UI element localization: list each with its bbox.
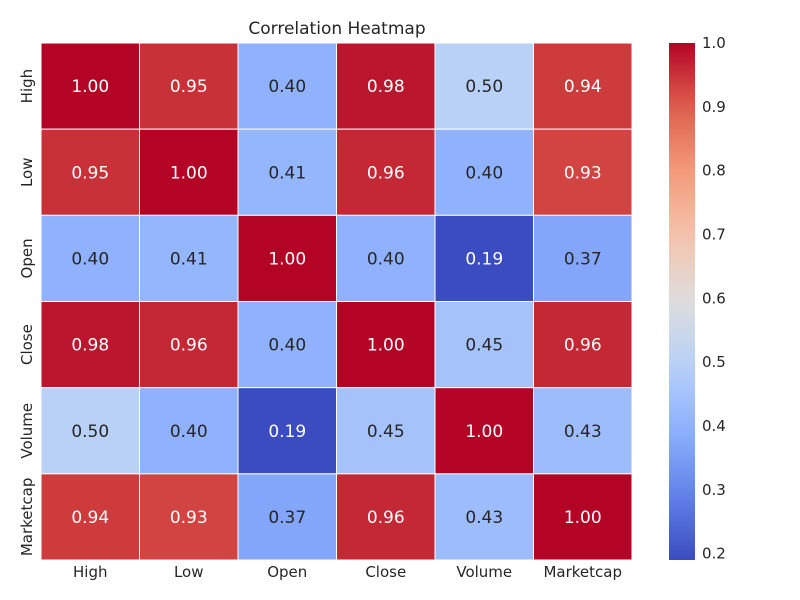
cell-value-label: 0.96 [564, 336, 602, 356]
cell-value-label: 0.43 [465, 508, 503, 528]
y-tick-label: Open [18, 238, 36, 278]
heatmap-cell [139, 42, 239, 130]
x-tick-label: High [73, 563, 107, 581]
cell-value-label: 0.98 [71, 336, 109, 356]
colorbar-tick-label: 0.5 [702, 353, 726, 371]
y-axis-ticks: High Low Open Close Volume Marketcap [18, 69, 36, 556]
colorbar-tick-label: 0.9 [702, 98, 726, 116]
cell-value-label: 0.96 [170, 336, 208, 356]
cell-value-label: 0.19 [268, 422, 306, 442]
cell-value-label: 0.93 [564, 163, 602, 183]
cell-value-label: 0.41 [268, 163, 306, 183]
heatmap-cell [139, 301, 239, 389]
heatmap-cell [434, 42, 534, 130]
x-tick-label: Open [267, 563, 307, 581]
cell-value-label: 0.94 [564, 77, 602, 97]
x-tick-label: Low [174, 563, 204, 581]
heatmap-cell [336, 301, 436, 389]
y-tick-label: Close [18, 324, 36, 365]
cell-value-label: 0.96 [367, 163, 405, 183]
y-tick-label: Marketcap [18, 478, 36, 557]
heatmap-cell [237, 387, 337, 475]
cell-value-label: 0.19 [465, 249, 503, 269]
cell-value-label: 0.37 [564, 249, 602, 269]
y-tick-label: High [18, 69, 36, 103]
cell-value-label: 0.40 [170, 422, 208, 442]
heatmap-cell [40, 387, 140, 475]
cell-value-label: 0.41 [170, 249, 208, 269]
cell-value-label: 1.00 [71, 77, 109, 97]
heatmap-cell [139, 214, 239, 302]
heatmap-cell [533, 473, 633, 561]
heatmap-cell [434, 301, 534, 389]
colorbar-gradient [669, 43, 695, 560]
cell-value-label: 1.00 [465, 422, 503, 442]
cell-value-label: 0.50 [71, 422, 109, 442]
heatmap-cell [40, 301, 140, 389]
heatmap-cell [434, 473, 534, 561]
cell-value-label: 1.00 [170, 163, 208, 183]
y-tick-label: Volume [18, 403, 36, 459]
cell-value-label: 0.95 [170, 77, 208, 97]
heatmap-cell [434, 387, 534, 475]
heatmap-cell [533, 42, 633, 130]
colorbar: 0.2 0.3 0.4 0.5 0.6 0.7 0.8 0.9 1.0 [669, 34, 726, 563]
heatmap-cell [237, 214, 337, 302]
heatmap-cell [434, 214, 534, 302]
heatmap-cell [336, 473, 436, 561]
cell-value-label: 0.40 [268, 77, 306, 97]
heatmap-cell [237, 42, 337, 130]
cell-value-label: 1.00 [564, 508, 602, 528]
colorbar-tick-label: 0.7 [702, 225, 726, 243]
colorbar-tick-label: 0.8 [702, 162, 726, 180]
chart-title: Correlation Heatmap [248, 19, 425, 39]
cell-value-label: 0.37 [268, 508, 306, 528]
colorbar-tick-label: 1.0 [702, 34, 726, 52]
cell-value-label: 1.00 [367, 336, 405, 356]
heatmap-cell [533, 128, 633, 216]
cell-value-label: 0.43 [564, 422, 602, 442]
colorbar-tick-label: 0.3 [702, 481, 726, 499]
x-tick-label: Close [365, 563, 406, 581]
heatmap-cell [40, 214, 140, 302]
heatmap-cell [533, 387, 633, 475]
x-axis-ticks: High Low Open Close Volume Marketcap [73, 563, 622, 581]
heatmap-cell [237, 301, 337, 389]
cell-value-label: 0.98 [367, 77, 405, 97]
colorbar-tick-label: 0.2 [702, 545, 726, 563]
cell-value-label: 0.40 [71, 249, 109, 269]
cell-value-label: 0.94 [71, 508, 109, 528]
cell-value-label: 0.45 [367, 422, 405, 442]
colorbar-tick-label: 0.4 [702, 417, 726, 435]
colorbar-tick-label: 0.6 [702, 289, 726, 307]
cell-value-label: 0.40 [465, 163, 503, 183]
cell-value-label: 0.40 [367, 249, 405, 269]
heatmap-cell [533, 301, 633, 389]
cell-value-label: 1.00 [268, 249, 306, 269]
cell-value-label: 0.45 [465, 336, 503, 356]
cell-value-label: 0.93 [170, 508, 208, 528]
x-tick-label: Marketcap [543, 563, 622, 581]
cell-value-label: 0.40 [268, 336, 306, 356]
x-tick-label: Volume [456, 563, 512, 581]
heatmap-cell [336, 214, 436, 302]
heatmap-cell [40, 473, 140, 561]
cell-value-label: 0.50 [465, 77, 503, 97]
heatmap-cell [336, 128, 436, 216]
heatmap-cells [40, 42, 633, 561]
heatmap-cell [533, 214, 633, 302]
heatmap-cell [336, 42, 436, 130]
cell-value-label: 0.95 [71, 163, 109, 183]
y-tick-label: Low [18, 157, 36, 187]
heatmap-cell [336, 387, 436, 475]
heatmap-cell [139, 128, 239, 216]
cell-value-label: 0.96 [367, 508, 405, 528]
heatmap-cell [40, 42, 140, 130]
heatmap-cell-labels: 1.00 0.95 0.40 0.98 0.50 0.94 0.95 1.00 0.41 0.96… [71, 77, 601, 528]
